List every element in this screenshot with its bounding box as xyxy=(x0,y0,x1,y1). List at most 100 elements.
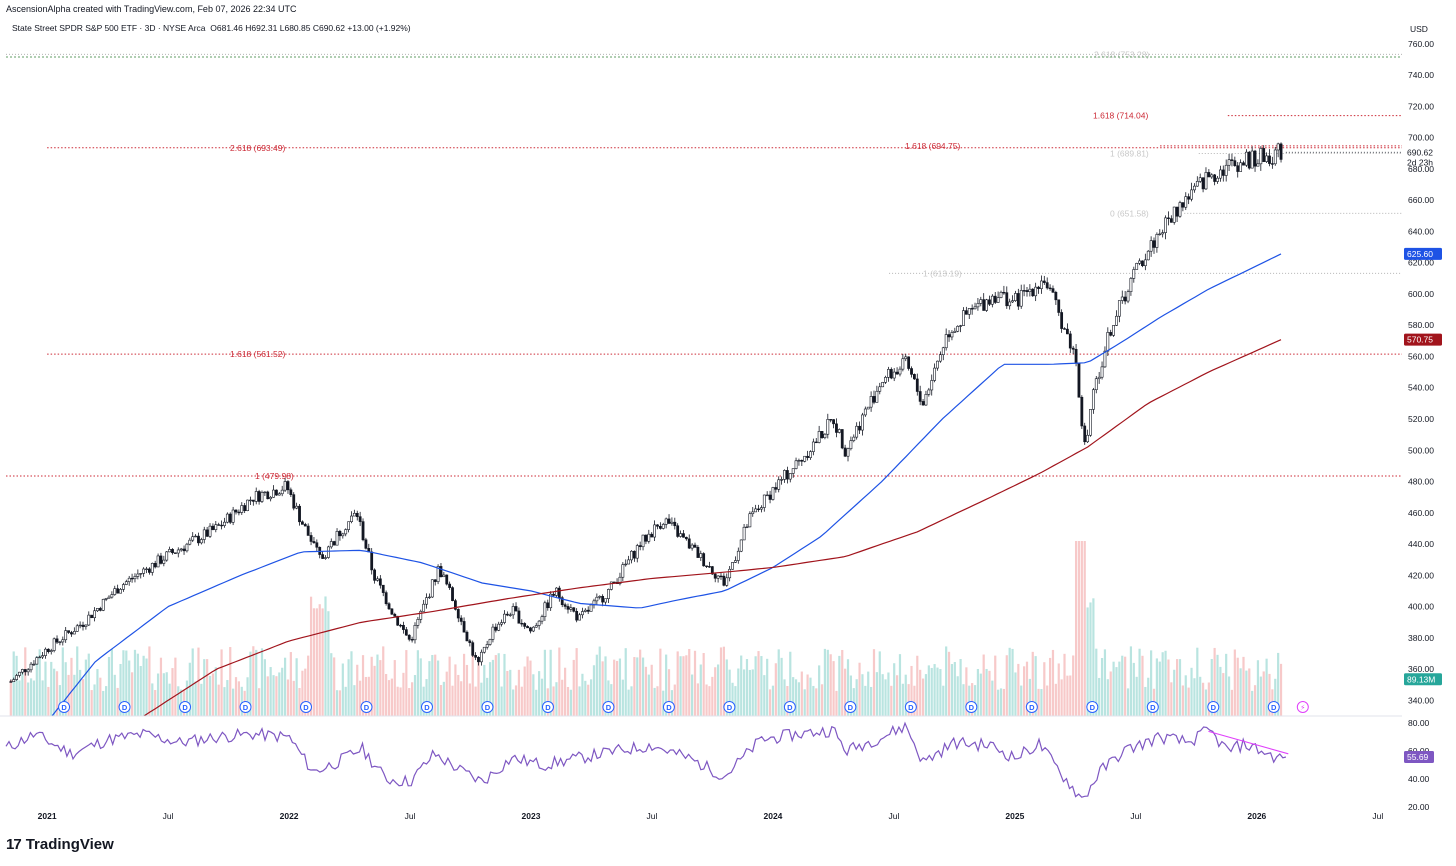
candle-body xyxy=(113,588,117,595)
y-tick-label: 700.00 xyxy=(1408,133,1434,143)
candle-body xyxy=(1253,150,1257,167)
candle-body xyxy=(1019,290,1023,307)
rsi-y-tick-label: 80.00 xyxy=(1408,718,1430,728)
dividend-icon xyxy=(783,701,796,713)
candle-body xyxy=(517,610,521,624)
candle-body xyxy=(1216,177,1219,182)
candle-body xyxy=(950,332,954,338)
candle-body xyxy=(1040,280,1043,289)
volume-bar xyxy=(517,669,521,716)
volume-bar xyxy=(800,671,803,716)
volume-bar xyxy=(439,684,443,716)
volume-bar xyxy=(1256,660,1260,716)
candle-body xyxy=(713,573,717,579)
volume-bar xyxy=(823,648,827,716)
x-tick-label: Jul xyxy=(888,811,899,821)
volume-bar xyxy=(1121,655,1124,716)
volume-bar xyxy=(494,655,497,716)
candle-body xyxy=(627,559,631,565)
candle-body xyxy=(1094,378,1098,391)
volume-bar xyxy=(673,684,676,716)
fib-level-label: 0 (651.58) xyxy=(1110,208,1149,218)
y-tick-label: 620.00 xyxy=(1408,258,1434,268)
volume-bar xyxy=(356,664,359,716)
candle-body xyxy=(1100,366,1104,378)
dividend-icon-label: D xyxy=(1211,703,1217,712)
volume-bar xyxy=(771,685,775,716)
volume-bar xyxy=(434,654,437,716)
volume-bar xyxy=(1274,678,1277,716)
candle-body xyxy=(814,441,818,444)
volume-bar xyxy=(393,660,396,716)
currency-label: USD xyxy=(1410,24,1428,34)
volume-bar xyxy=(1193,678,1196,716)
volume-bar xyxy=(904,674,907,716)
volume-bar xyxy=(1002,688,1005,716)
volume-bar xyxy=(1236,657,1239,716)
candle-body xyxy=(303,524,307,527)
volume-bar xyxy=(514,685,518,716)
candle-body xyxy=(1045,282,1049,289)
candle-body xyxy=(719,575,723,578)
candle-body xyxy=(1167,217,1170,219)
volume-bar xyxy=(1017,663,1020,716)
candle-body xyxy=(734,560,737,563)
volume-bar xyxy=(353,685,356,716)
volume-bar xyxy=(786,686,789,716)
candle-body xyxy=(29,663,33,671)
volume-bar xyxy=(745,659,749,716)
volume-bar xyxy=(587,684,590,716)
volume-bar xyxy=(601,661,604,716)
volume-bar xyxy=(538,671,541,716)
volume-bar xyxy=(768,689,772,716)
tradingview-logo[interactable]: 17 TradingView xyxy=(6,836,114,853)
volume-bar xyxy=(979,673,982,716)
candle-body xyxy=(9,681,13,683)
dividend-icon-label: D xyxy=(1090,703,1096,712)
volume-bar xyxy=(292,680,295,716)
candle-body xyxy=(479,651,483,663)
volume-bar xyxy=(442,681,445,716)
candle-body xyxy=(1193,185,1196,191)
candle-body xyxy=(15,675,19,680)
volume-bar xyxy=(480,682,483,716)
candle-body xyxy=(520,622,524,625)
volume-bar xyxy=(849,675,852,716)
candle-body xyxy=(396,615,400,626)
candle-body xyxy=(1181,202,1185,208)
volume-bar xyxy=(237,681,240,716)
volume-bar xyxy=(55,671,59,716)
candle-body xyxy=(1080,396,1084,427)
candle-body xyxy=(1089,409,1092,436)
volume-bar xyxy=(870,686,873,716)
ohlc-values: O681.46 H692.31 L680.85 C690.62 +13.00 (… xyxy=(210,23,411,33)
volume-bar xyxy=(893,663,896,716)
volume-bar xyxy=(497,653,500,716)
candle-body xyxy=(1158,233,1162,236)
volume-bar xyxy=(636,657,639,716)
candle-body xyxy=(731,562,734,570)
volume-bar xyxy=(491,659,495,716)
y-tick-label: 580.00 xyxy=(1408,320,1434,330)
volume-bar xyxy=(916,655,919,716)
volume-bar xyxy=(119,663,122,716)
volume-bar xyxy=(229,647,232,716)
candle-body xyxy=(999,291,1003,298)
volume-bar xyxy=(136,653,139,716)
volume-bar xyxy=(315,608,318,716)
volume-bar xyxy=(1020,685,1023,716)
candle-body xyxy=(693,544,697,548)
candle-body xyxy=(1103,350,1107,368)
dividend-icon xyxy=(1207,701,1220,713)
earnings-icon-label: ⚡ xyxy=(1300,703,1305,712)
candle-body xyxy=(736,550,740,561)
volume-bar xyxy=(561,679,564,716)
volume-bar xyxy=(350,651,353,716)
volume-bar xyxy=(766,658,769,716)
volume-bar xyxy=(1144,686,1147,716)
candle-body xyxy=(705,565,708,567)
volume-bar xyxy=(1253,685,1257,716)
candle-body xyxy=(609,581,613,590)
price-tag xyxy=(1404,146,1442,159)
